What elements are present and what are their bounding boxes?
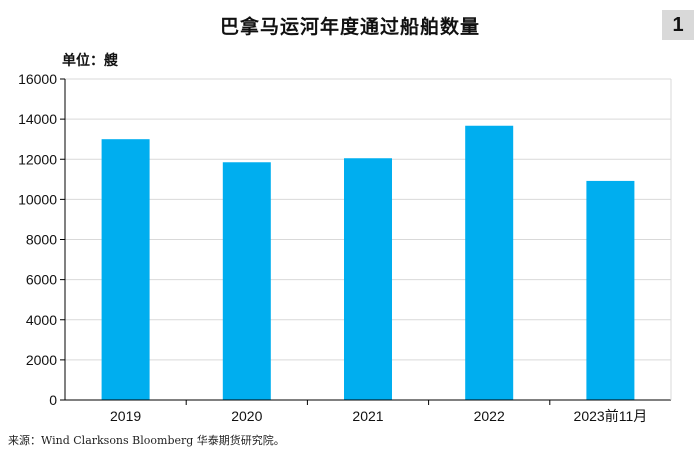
source-note: 来源：Wind Clarksons Bloomberg 华泰期货研究院。 (8, 434, 285, 447)
bar-2020 (222, 162, 271, 400)
y-tick-label: 12000 (18, 151, 57, 167)
y-tick-label: 8000 (26, 232, 57, 248)
bar-2019 (101, 139, 150, 400)
chart-title: 巴拿马运河年度通过船舶数量 (219, 16, 480, 38)
unit-label: 单位：艘 (62, 53, 118, 69)
bar-chart: 0 2000 4000 6000 8000 10000 12000 14000 16000 20… (18, 71, 672, 424)
y-tick-label: 14000 (18, 111, 57, 127)
y-tick-label: 2000 (26, 352, 57, 368)
chart-number-badge: 1 (662, 10, 694, 40)
bar-2022 (465, 125, 514, 400)
y-tick-label: 10000 (18, 191, 57, 207)
x-tick-label: 2021 (352, 408, 383, 424)
y-tick-label: 6000 (26, 272, 57, 288)
y-tick-label: 4000 (26, 312, 57, 328)
x-tick-label: 2022 (474, 408, 505, 424)
y-axis-ticks: 0 2000 4000 6000 8000 10000 12000 14000 16000 (18, 71, 65, 408)
bar-2021 (344, 158, 392, 400)
y-tick-label: 0 (49, 392, 57, 408)
y-tick-label: 16000 (18, 71, 57, 87)
bars (101, 125, 635, 400)
x-tick-label: 2019 (110, 408, 141, 424)
x-tick-label: 2020 (231, 408, 262, 424)
x-tick-label: 2023前11月 (574, 408, 648, 424)
x-axis-ticks: 2019 2020 2021 2022 2023前11月 (110, 400, 647, 424)
bar-2023前11月 (586, 180, 635, 400)
